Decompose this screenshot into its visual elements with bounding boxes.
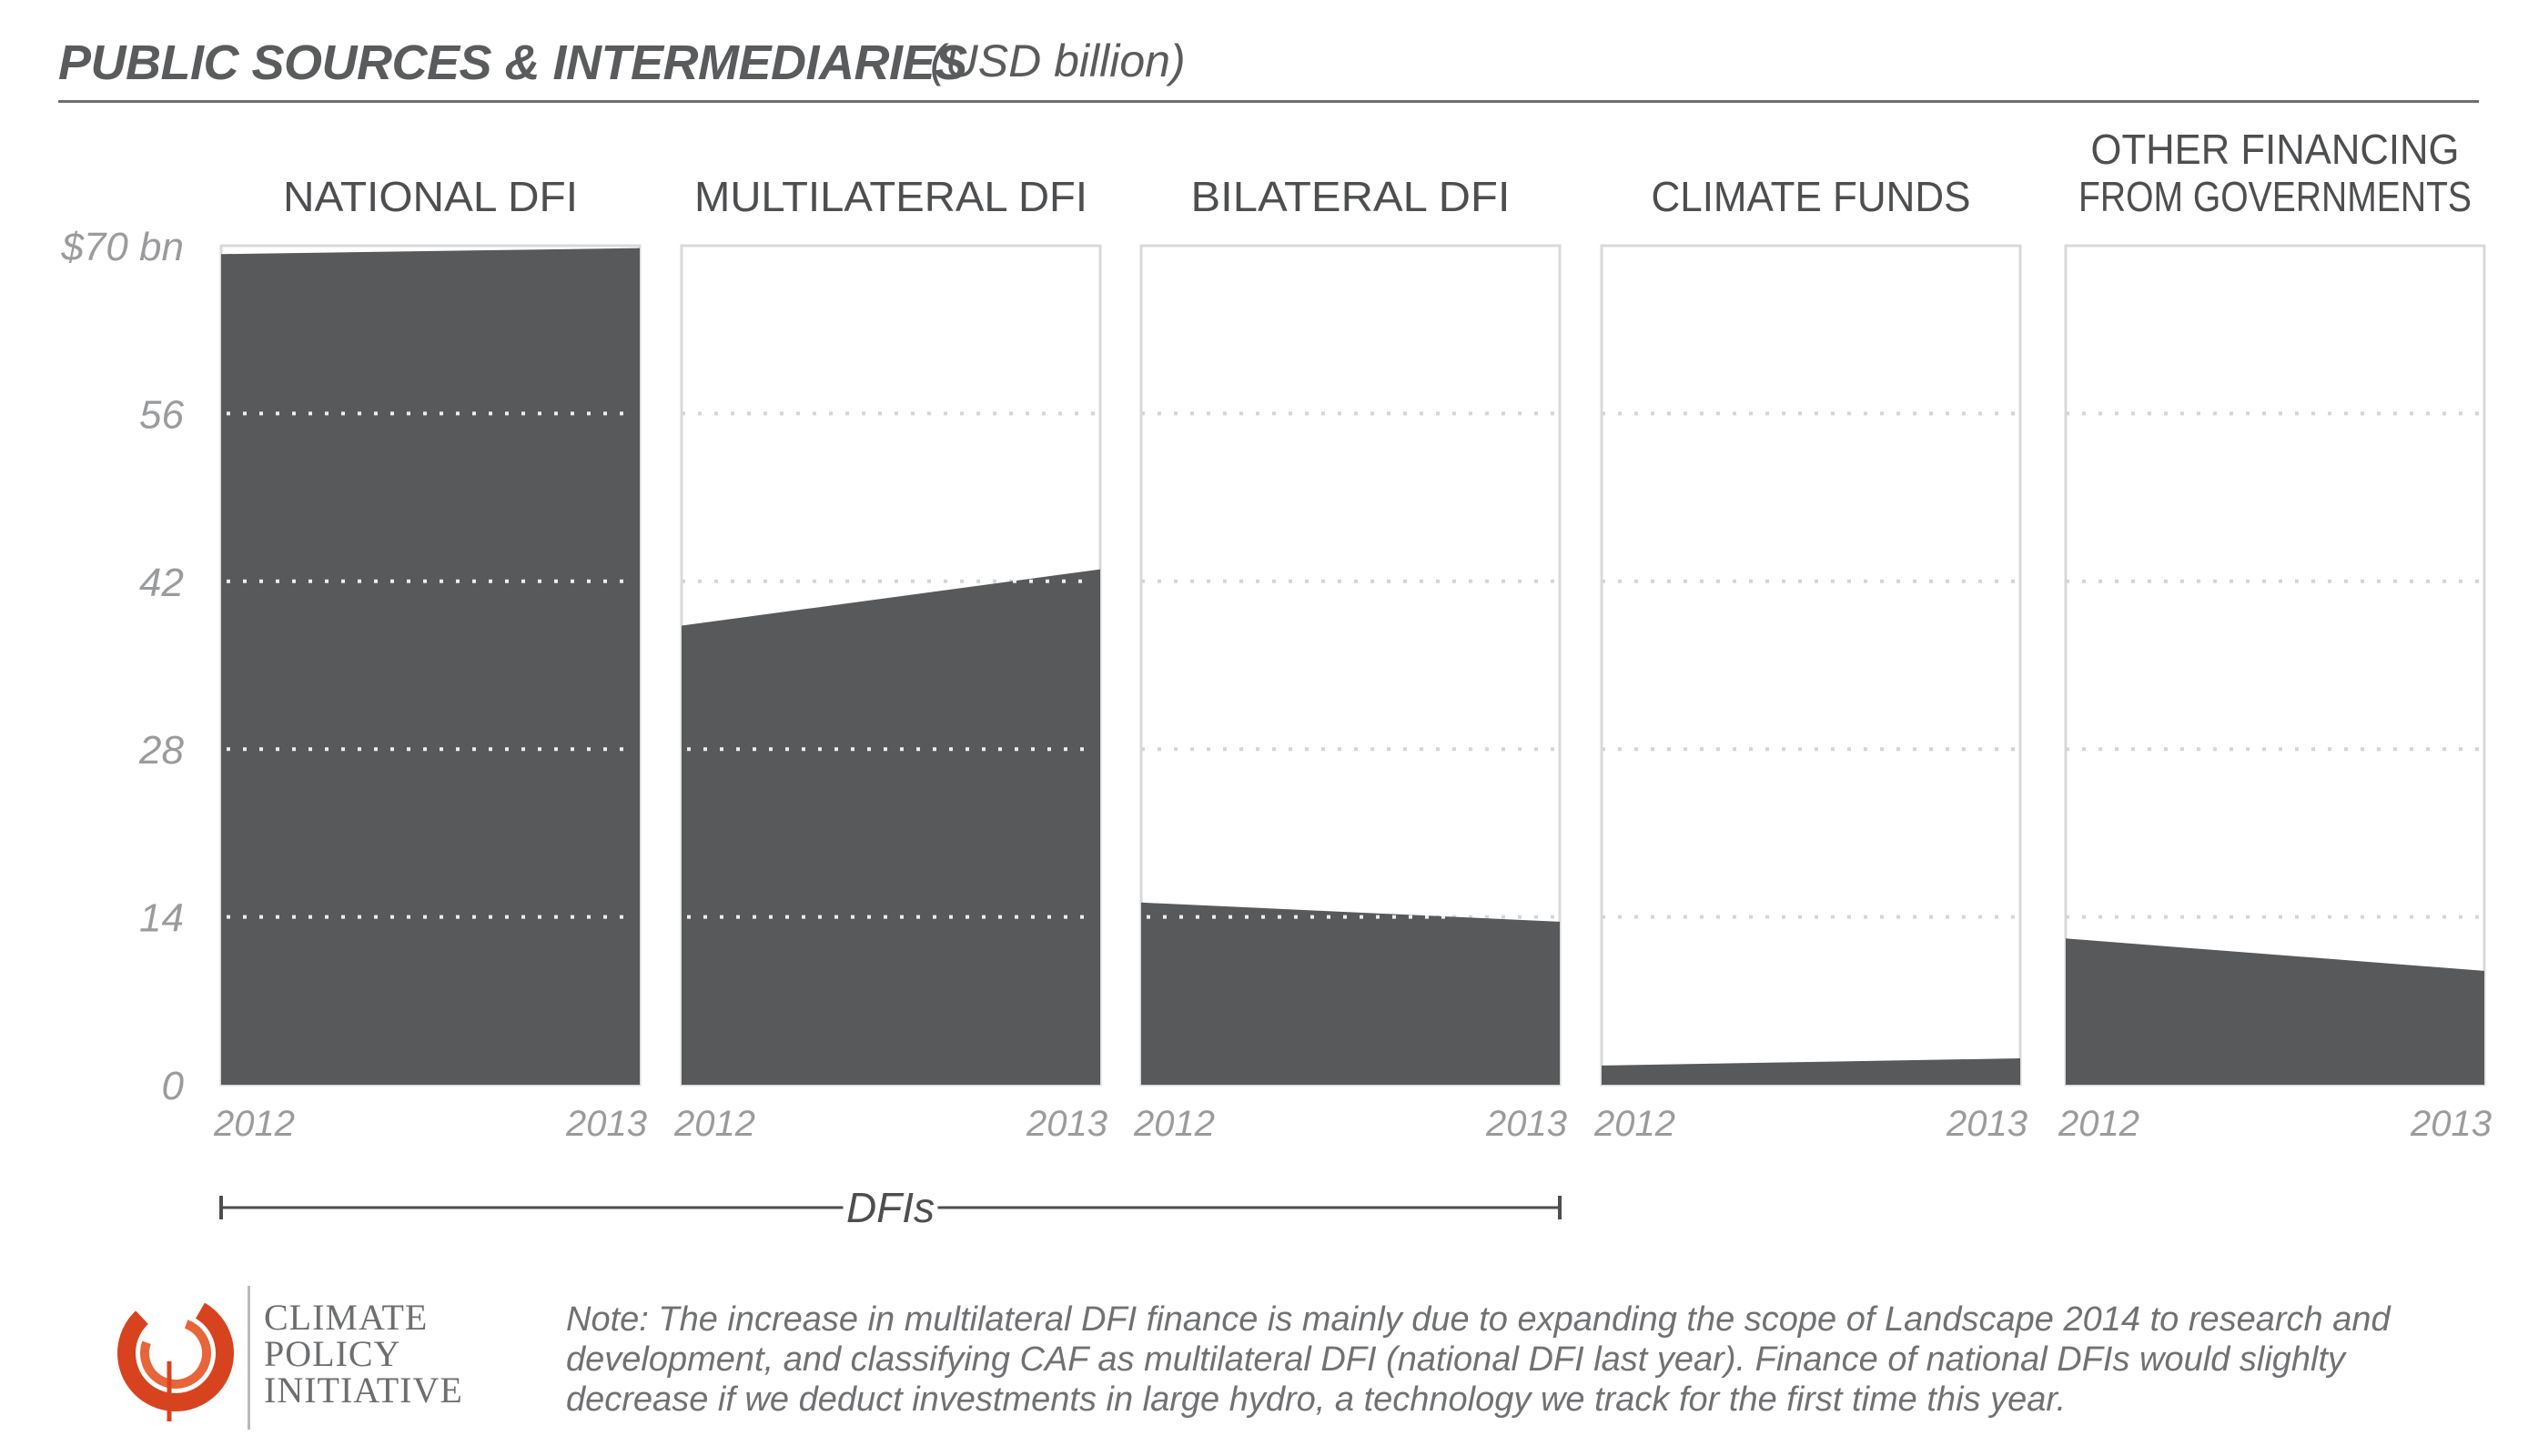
logo-line-climate: CLIMATE bbox=[264, 1297, 429, 1338]
chart-unit-label: (USD billion) bbox=[930, 35, 1186, 86]
y-tick-label: 14 bbox=[139, 896, 184, 941]
logo-line-policy: POLICY bbox=[264, 1333, 401, 1374]
panel-title-climate-funds: CLIMATE FUNDS bbox=[1652, 173, 1971, 220]
panel-title-national-dfi: NATIONAL DFI bbox=[283, 173, 578, 220]
panel-title-other-financing-from-governments: OTHER FINANCING bbox=[2091, 126, 2460, 173]
x-tick-label: 2012 bbox=[673, 1104, 755, 1144]
panel-frame-climate-funds bbox=[1600, 244, 2022, 1087]
x-tick-label: 2012 bbox=[213, 1104, 295, 1144]
area-bilateral-dfi bbox=[1141, 902, 1560, 1085]
x-tick-label: 2013 bbox=[1946, 1104, 2027, 1144]
x-tick-label: 2012 bbox=[1593, 1104, 1675, 1144]
panel-title-bilateral-dfi: BILATERAL DFI bbox=[1191, 173, 1511, 220]
x-tick-label: 2012 bbox=[2058, 1104, 2139, 1144]
bracket-label-dfis: DFIs bbox=[846, 1184, 935, 1231]
panel-title-other-financing-from-governments: FROM GOVERNMENTS bbox=[2078, 173, 2472, 220]
x-tick-label: 2012 bbox=[1133, 1104, 1215, 1144]
cpi-logo-icon bbox=[117, 1295, 234, 1421]
y-tick-label: 42 bbox=[139, 561, 184, 605]
x-tick-label: 2013 bbox=[1485, 1104, 1567, 1144]
area-chart-panels: 0 14 28 42 56 $70 bn NATIONAL DFI 2012 2013 MULTI… bbox=[60, 126, 2492, 1231]
x-tick-label: 2013 bbox=[2410, 1104, 2492, 1144]
logo-divider bbox=[248, 1286, 250, 1430]
logo-line-initiative: INITIATIVE bbox=[264, 1370, 463, 1410]
chart-header: PUBLIC SOURCES & INTERMEDIARIES (USD bil… bbox=[58, 29, 2479, 103]
y-tick-label: 56 bbox=[139, 392, 184, 437]
x-tick-label: 2013 bbox=[565, 1104, 647, 1144]
panel-title-multilateral-dfi: MULTILATERAL DFI bbox=[694, 173, 1087, 220]
y-tick-label: $70 bn bbox=[60, 225, 184, 269]
area-climate-funds bbox=[1602, 1058, 2020, 1085]
y-tick-label: 28 bbox=[138, 728, 184, 773]
chart-title: PUBLIC SOURCES & INTERMEDIARIES bbox=[58, 35, 967, 90]
area-other-financing-from-governments bbox=[2066, 938, 2484, 1085]
logo-wordmark: CLIMATE POLICY INITIATIVE bbox=[264, 1299, 463, 1409]
y-tick-label: 0 bbox=[162, 1064, 185, 1108]
area-multilateral-dfi bbox=[682, 569, 1100, 1085]
footnote: Note: The increase in multilateral DFI f… bbox=[566, 1300, 2391, 1419]
x-tick-label: 2013 bbox=[1026, 1104, 1107, 1144]
area-national-dfi bbox=[221, 248, 640, 1085]
